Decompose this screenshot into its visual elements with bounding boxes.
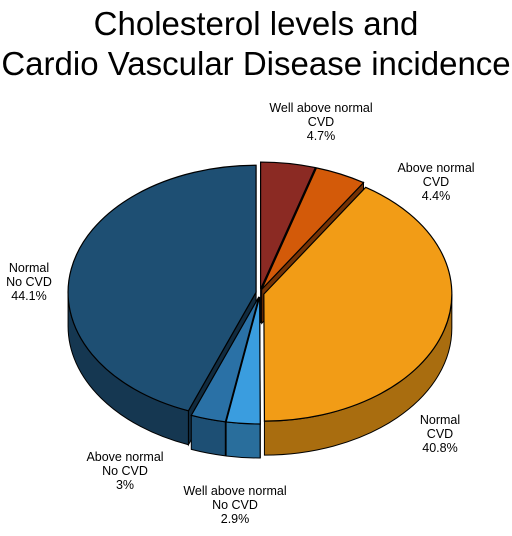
slice-label-above-normal-no-cvd: Above normal No CVD 3% xyxy=(86,450,164,492)
slice-top-3 xyxy=(225,296,261,425)
chart-title-line-1: Cholesterol levels and xyxy=(93,5,419,42)
slice-label-well-above-normal-cvd: Well above normal CVD 4.7% xyxy=(269,101,373,143)
slice-top-2 xyxy=(263,186,453,422)
slice-label-well-above-normal-no-cvd: Well above normal No CVD 2.9% xyxy=(183,484,287,526)
chart-title-line-2: Cardio Vascular Disease incidence xyxy=(1,45,511,82)
slice-label-above-normal-cvd: Above normal CVD 4.4% xyxy=(397,161,475,203)
slice-top-1 xyxy=(261,167,365,290)
slice-top-4 xyxy=(190,296,260,423)
slice-label-normal-no-cvd: Normal No CVD 44.1% xyxy=(6,261,52,303)
slice-top-0 xyxy=(259,161,317,290)
slice-top-5 xyxy=(67,164,257,412)
slice-side-3 xyxy=(225,421,261,459)
slice-label-normal-cvd: Normal CVD 40.8% xyxy=(419,413,461,455)
